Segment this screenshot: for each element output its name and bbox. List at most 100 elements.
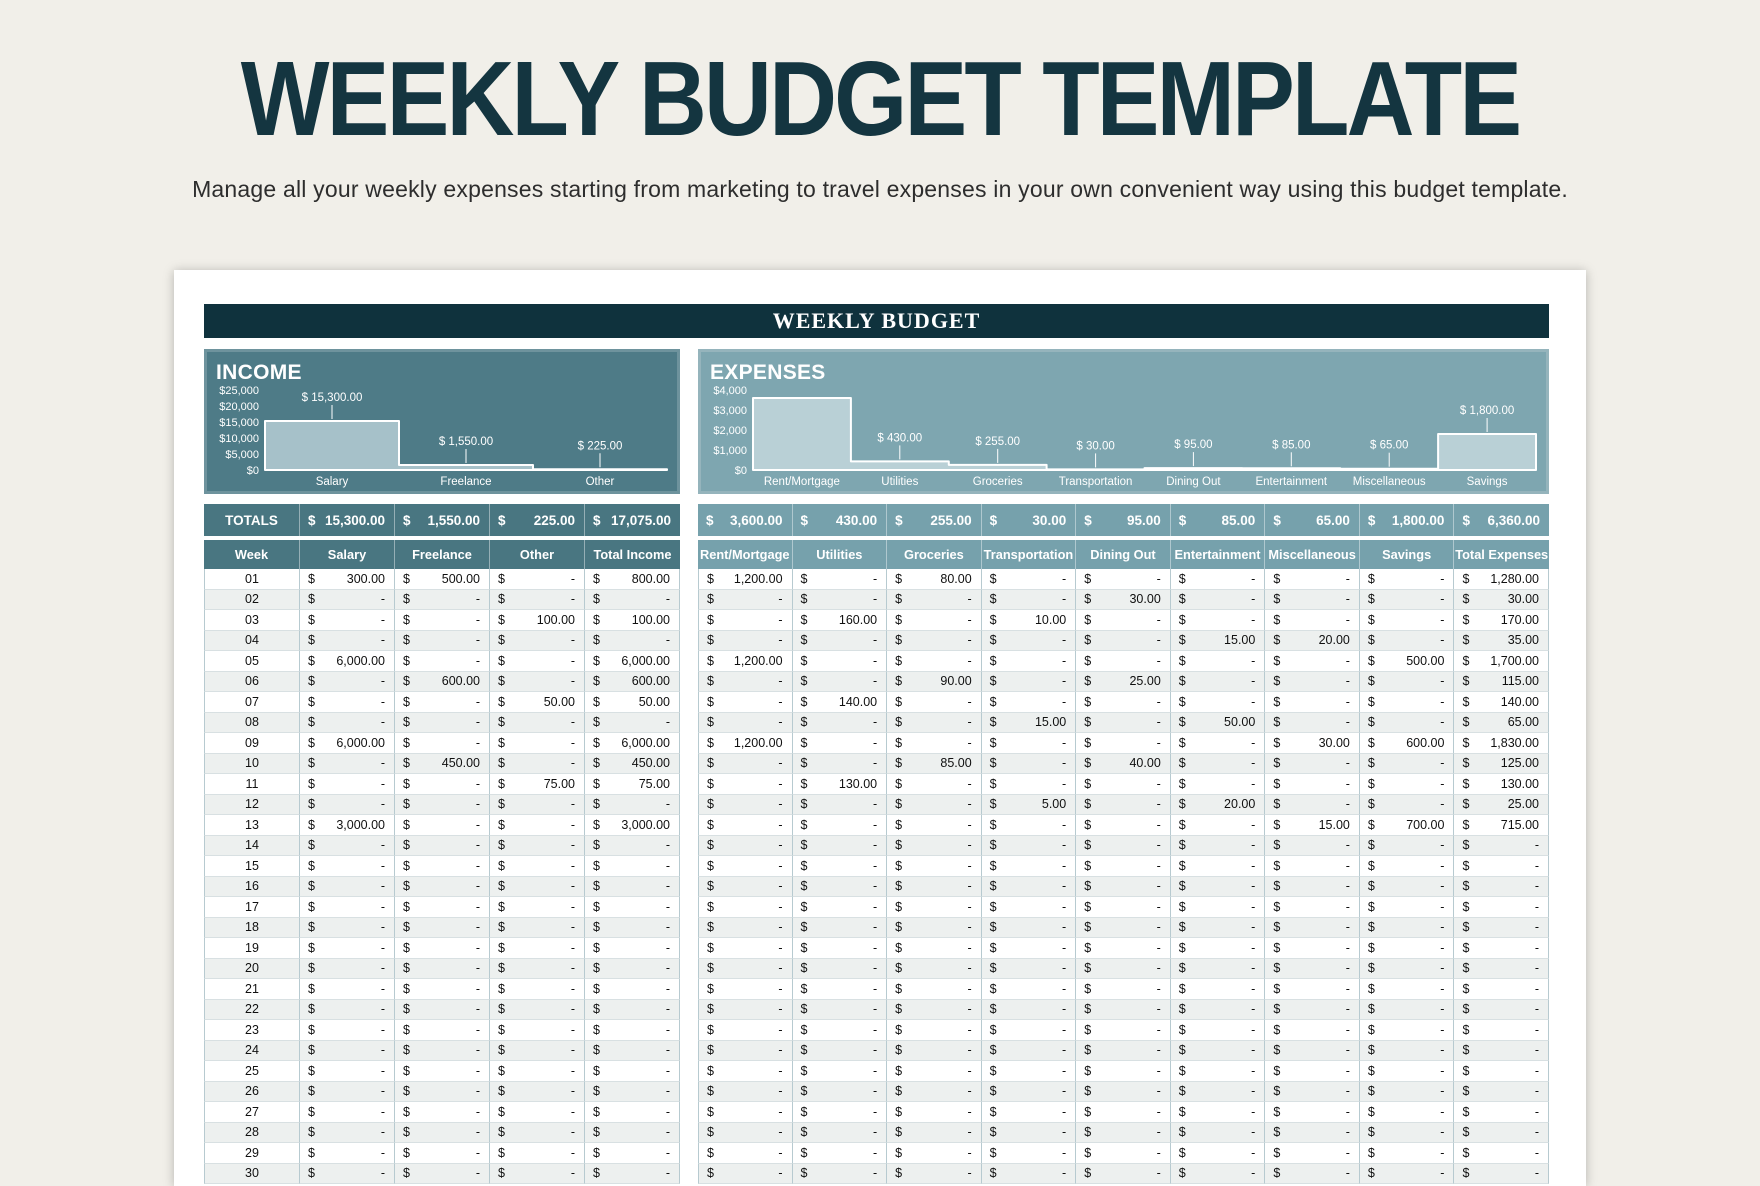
total-total-expenses[interactable]: $6,360.00 xyxy=(1454,504,1549,536)
cell-dining-out[interactable]: $ - xyxy=(1076,979,1171,1000)
cell-week[interactable]: 15 xyxy=(204,856,300,877)
cell-total-expenses[interactable]: $ - xyxy=(1454,1163,1549,1184)
cell-total-income[interactable]: $ - xyxy=(585,999,680,1020)
cell-total-expenses[interactable]: $130.00 xyxy=(1454,774,1549,795)
cell-week[interactable]: 18 xyxy=(204,917,300,938)
header-transportation[interactable]: Transportation xyxy=(981,540,1077,569)
cell-savings[interactable]: $600.00 xyxy=(1359,733,1455,754)
cell-other[interactable]: $ - xyxy=(490,794,585,815)
cell-miscellaneous[interactable]: $ - xyxy=(1265,569,1360,590)
cell-total-income[interactable]: $ - xyxy=(585,630,680,651)
cell-freelance[interactable]: $ - xyxy=(395,1020,490,1041)
cell-savings[interactable]: $ - xyxy=(1359,1040,1455,1061)
total-miscellaneous[interactable]: $65.00 xyxy=(1265,504,1360,536)
cell-utilities[interactable]: $ - xyxy=(792,835,888,856)
cell-rent-mortgage[interactable]: $ - xyxy=(698,794,793,815)
cell-utilities[interactable]: $ - xyxy=(792,794,888,815)
cell-miscellaneous[interactable]: $ - xyxy=(1265,979,1360,1000)
cell-utilities[interactable]: $ - xyxy=(792,815,888,836)
cell-savings[interactable]: $ - xyxy=(1359,712,1455,733)
cell-total-income[interactable]: $6,000.00 xyxy=(585,733,680,754)
cell-rent-mortgage[interactable]: $ - xyxy=(698,589,793,610)
cell-dining-out[interactable]: $ - xyxy=(1076,856,1171,877)
cell-utilities[interactable]: $ - xyxy=(792,589,888,610)
cell-transportation[interactable]: $ - xyxy=(981,589,1077,610)
cell-salary[interactable]: $ - xyxy=(300,712,395,733)
cell-entertainment[interactable]: $ - xyxy=(1170,671,1266,692)
cell-dining-out[interactable]: $ - xyxy=(1076,630,1171,651)
total-other[interactable]: $225.00 xyxy=(490,504,585,536)
cell-miscellaneous[interactable]: $ - xyxy=(1265,938,1360,959)
cell-freelance[interactable]: $ - xyxy=(395,774,490,795)
cell-utilities[interactable]: $ - xyxy=(792,917,888,938)
cell-total-income[interactable]: $ - xyxy=(585,1040,680,1061)
cell-freelance[interactable]: $ - xyxy=(395,1061,490,1082)
cell-total-income[interactable]: $600.00 xyxy=(585,671,680,692)
cell-groceries[interactable]: $ - xyxy=(887,1163,982,1184)
cell-other[interactable]: $ - xyxy=(490,979,585,1000)
cell-utilities[interactable]: $ - xyxy=(792,651,888,672)
cell-salary[interactable]: $ - xyxy=(300,589,395,610)
cell-other[interactable]: $ - xyxy=(490,1040,585,1061)
cell-rent-mortgage[interactable]: $ - xyxy=(698,692,793,713)
cell-transportation[interactable]: $ - xyxy=(981,630,1077,651)
header-total-expenses[interactable]: Total Expenses xyxy=(1454,540,1549,569)
cell-freelance[interactable]: $ - xyxy=(395,856,490,877)
cell-savings[interactable]: $ - xyxy=(1359,1163,1455,1184)
cell-entertainment[interactable]: $ - xyxy=(1170,1163,1266,1184)
total-groceries[interactable]: $255.00 xyxy=(887,504,982,536)
cell-savings[interactable]: $ - xyxy=(1359,1102,1455,1123)
cell-groceries[interactable]: $80.00 xyxy=(887,569,982,590)
cell-salary[interactable]: $ - xyxy=(300,856,395,877)
cell-utilities[interactable]: $ - xyxy=(792,979,888,1000)
cell-total-income[interactable]: $ - xyxy=(585,897,680,918)
cell-total-expenses[interactable]: $ - xyxy=(1454,958,1549,979)
total-entertainment[interactable]: $85.00 xyxy=(1170,504,1266,536)
cell-salary[interactable]: $ - xyxy=(300,979,395,1000)
cell-transportation[interactable]: $ - xyxy=(981,733,1077,754)
cell-other[interactable]: $75.00 xyxy=(490,774,585,795)
cell-utilities[interactable]: $ - xyxy=(792,712,888,733)
cell-freelance[interactable]: $ - xyxy=(395,589,490,610)
cell-other[interactable]: $ - xyxy=(490,938,585,959)
cell-total-expenses[interactable]: $ - xyxy=(1454,1040,1549,1061)
cell-miscellaneous[interactable]: $ - xyxy=(1265,692,1360,713)
cell-dining-out[interactable]: $ - xyxy=(1076,835,1171,856)
cell-transportation[interactable]: $ - xyxy=(981,1143,1077,1164)
cell-savings[interactable]: $700.00 xyxy=(1359,815,1455,836)
cell-entertainment[interactable]: $50.00 xyxy=(1170,712,1266,733)
cell-week[interactable]: 05 xyxy=(204,651,300,672)
cell-rent-mortgage[interactable]: $ - xyxy=(698,897,793,918)
cell-other[interactable]: $ - xyxy=(490,569,585,590)
cell-transportation[interactable]: $ - xyxy=(981,1081,1077,1102)
cell-transportation[interactable]: $ - xyxy=(981,1163,1077,1184)
cell-other[interactable]: $ - xyxy=(490,1081,585,1102)
cell-total-income[interactable]: $75.00 xyxy=(585,774,680,795)
cell-total-income[interactable]: $ - xyxy=(585,1163,680,1184)
cell-savings[interactable]: $500.00 xyxy=(1359,651,1455,672)
cell-other[interactable]: $ - xyxy=(490,589,585,610)
cell-week[interactable]: 20 xyxy=(204,958,300,979)
cell-miscellaneous[interactable]: $ - xyxy=(1265,589,1360,610)
cell-other[interactable]: $ - xyxy=(490,1020,585,1041)
cell-groceries[interactable]: $ - xyxy=(887,897,982,918)
cell-transportation[interactable]: $ - xyxy=(981,774,1077,795)
cell-total-income[interactable]: $ - xyxy=(585,938,680,959)
cell-dining-out[interactable]: $ - xyxy=(1076,692,1171,713)
cell-utilities[interactable]: $130.00 xyxy=(792,774,888,795)
cell-other[interactable]: $ - xyxy=(490,1163,585,1184)
cell-week[interactable]: 11 xyxy=(204,774,300,795)
cell-salary[interactable]: $ - xyxy=(300,1040,395,1061)
cell-dining-out[interactable]: $ - xyxy=(1076,876,1171,897)
cell-utilities[interactable]: $ - xyxy=(792,1102,888,1123)
cell-salary[interactable]: $ - xyxy=(300,753,395,774)
cell-utilities[interactable]: $ - xyxy=(792,1040,888,1061)
header-freelance[interactable]: Freelance xyxy=(395,540,490,569)
header-utilities[interactable]: Utilities xyxy=(792,540,888,569)
cell-dining-out[interactable]: $ - xyxy=(1076,774,1171,795)
cell-total-expenses[interactable]: $ - xyxy=(1454,999,1549,1020)
cell-freelance[interactable]: $600.00 xyxy=(395,671,490,692)
cell-savings[interactable]: $ - xyxy=(1359,774,1455,795)
cell-rent-mortgage[interactable]: $ - xyxy=(698,958,793,979)
cell-freelance[interactable]: $ - xyxy=(395,1143,490,1164)
